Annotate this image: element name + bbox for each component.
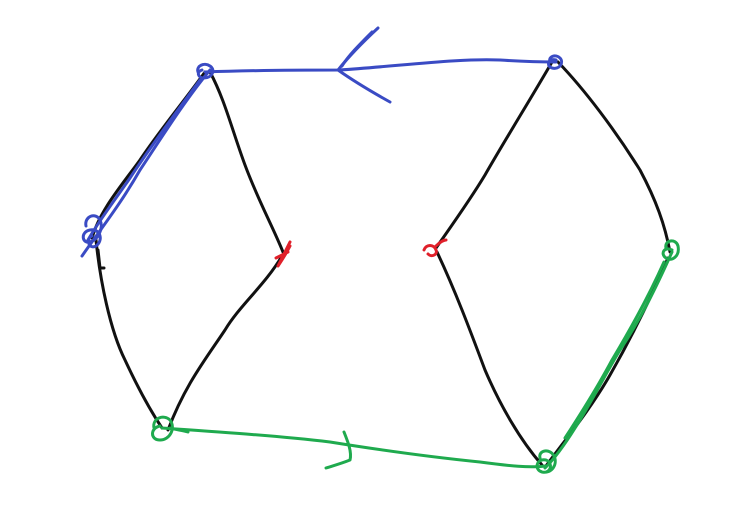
edge-right-top-to-right-mid-left — [434, 60, 554, 250]
edge-left-mid-right-to-left-bottom — [166, 254, 284, 432]
green-path-diagonal-edge-2 — [563, 260, 666, 440]
green-node-right-mid-right — [661, 239, 680, 261]
green-node-left-bottom — [151, 415, 190, 442]
blue-path-arrowhead-extra — [340, 30, 374, 68]
blue-node-left-mid-left — [81, 214, 103, 249]
blue-path-top-edge — [203, 58, 558, 74]
edge-right-top-to-right-mid-right — [556, 60, 672, 254]
blue-node-left-top — [196, 62, 215, 80]
edge-left-top-to-left-mid-right — [208, 70, 285, 254]
blue-path — [80, 26, 564, 258]
black-edges — [90, 60, 672, 468]
green-node-right-bottom — [535, 449, 557, 474]
red-node-left-mid-right — [274, 240, 292, 268]
green-path — [151, 239, 680, 474]
green-path-bottom-edge — [160, 426, 547, 469]
red-node-right-mid-left — [422, 238, 448, 258]
edge-left-mid-left-to-left-bottom — [94, 238, 164, 430]
green-path-arrowhead — [324, 430, 352, 470]
blue-path-diagonal-edge-2 — [86, 78, 202, 242]
blue-node-right-top — [547, 54, 564, 70]
edge-left-mid-left-tail — [96, 248, 106, 270]
green-path-diagonal-edge — [543, 250, 674, 470]
edge-right-mid-left-to-right-bottom — [435, 250, 544, 467]
red-nodes — [274, 238, 448, 268]
